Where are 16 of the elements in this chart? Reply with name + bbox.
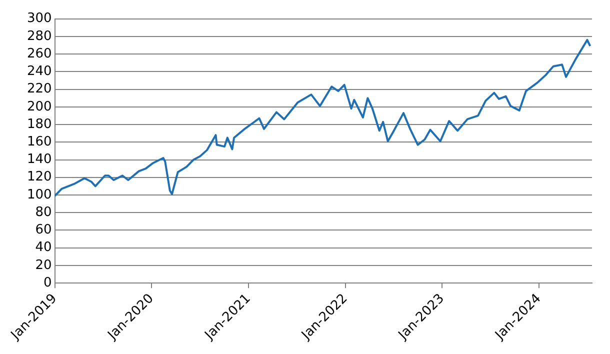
y-tick-label: 240 [26,64,52,80]
y-tick-label: 260 [26,46,52,62]
y-tick-label: 40 [35,240,52,256]
y-tick-label: 300 [26,11,52,26]
y-tick-label: 80 [35,204,52,220]
y-tick-label: 60 [35,222,52,238]
y-tick-label: 220 [26,82,52,97]
y-tick-label: 120 [26,170,52,185]
y-tick-label: 180 [26,116,52,132]
y-tick-label: 280 [26,28,52,44]
y-tick-label: 140 [26,152,52,168]
y-tick-label: 200 [26,99,52,114]
y-tick-label: 100 [26,187,52,202]
y-tick-label: 160 [26,134,52,150]
y-tick-label: 20 [35,258,52,273]
y-tick-label: 0 [44,275,52,290]
